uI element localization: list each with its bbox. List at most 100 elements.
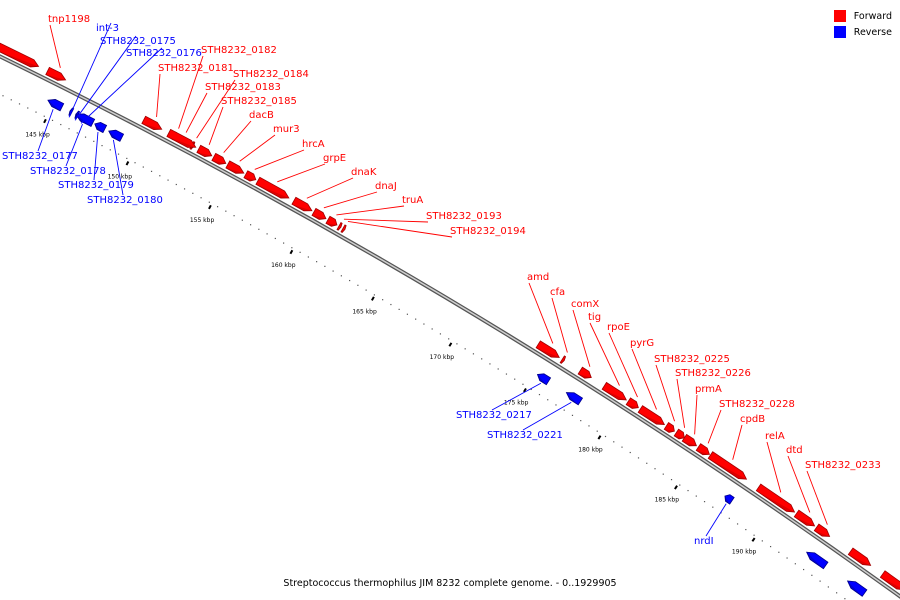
gene-arrow-extra-fwd-1[interactable] (847, 547, 872, 566)
gene-arrow-cpdb[interactable] (707, 451, 748, 480)
gene-arrow-dtd[interactable] (793, 509, 816, 527)
gene-arrow-sth8232-0185[interactable] (196, 144, 213, 157)
gene-arrow-sth8232-0233[interactable] (813, 523, 831, 537)
gene-label-sth8232-0184[interactable]: STH8232_0184 (233, 69, 309, 80)
gene-label-nrdi[interactable]: nrdI (694, 536, 714, 547)
gene-label-sth8232-0225[interactable]: STH8232_0225 (654, 354, 730, 365)
gene-label-sth8232-0180[interactable]: STH8232_0180 (87, 195, 163, 206)
gene-shade-sth8232-0175 (74, 114, 77, 119)
gene-label-int-3[interactable]: int-3 (96, 23, 119, 34)
gene-arrow-sth8232-0228[interactable] (695, 443, 710, 456)
gene-label-sth8232-0217[interactable]: STH8232_0217 (456, 410, 532, 421)
gene-label-cpdb[interactable]: cpdB (740, 414, 765, 425)
gene-arrow-trua[interactable] (325, 215, 338, 227)
gene-arrow-extra-fwd-2[interactable] (879, 570, 900, 590)
minor-tick (472, 353, 475, 355)
gene-arrow-sth8232-0226[interactable] (673, 428, 685, 440)
major-tick (289, 249, 294, 255)
gene-arrow-sth8232-0194[interactable] (340, 224, 347, 233)
tick-label-2: 155 kbp (190, 217, 215, 224)
gene-arrow-dacb[interactable] (211, 152, 227, 165)
gene-arrow-rela[interactable] (755, 483, 796, 513)
gene-label-sth8232-0175[interactable]: STH8232_0175 (100, 36, 176, 47)
gene-arrow-extra-rev-0[interactable] (806, 551, 829, 570)
label-leaders (37, 22, 828, 537)
gene-arrow-mur3[interactable] (225, 160, 245, 174)
gene-label-sth8232-0182[interactable]: STH8232_0182 (201, 45, 277, 56)
gene-arrow-tig[interactable] (601, 381, 627, 401)
gene-label-dnaj[interactable]: dnaJ (375, 181, 397, 192)
gene-shade-sth8232-0193 (336, 227, 341, 231)
minor-tick (373, 294, 375, 296)
gene-arrow-tnp1198[interactable] (45, 66, 67, 81)
forward-swatch (833, 10, 846, 22)
gene-label-rpoe[interactable]: rpoE (607, 322, 630, 333)
gene-arrow-extra-rev-1[interactable] (846, 580, 868, 597)
gene-label-prma[interactable]: prmA (695, 384, 722, 395)
gene-arrow-amd[interactable] (535, 340, 560, 358)
gene-label-sth8232-0185[interactable]: STH8232_0185 (221, 96, 297, 107)
gene-arrow-sth8232-0221[interactable] (565, 392, 584, 406)
gene-arrow-sth8232-0217[interactable] (536, 373, 552, 386)
gene-label-sth8232-0194[interactable]: STH8232_0194 (450, 226, 526, 237)
gene-arrow-sth8232-0179[interactable] (94, 121, 108, 134)
backbone-line (0, 54, 900, 599)
gene-arrow-extra-fwd-0[interactable] (0, 42, 40, 68)
gene-label-sth8232-0193[interactable]: STH8232_0193 (426, 211, 502, 222)
gene-label-cfa[interactable]: cfa (550, 287, 565, 298)
gene-arrow-sth8232-0180[interactable] (108, 129, 125, 142)
gene-label-mur3[interactable]: mur3 (273, 124, 300, 135)
gene-label-sth8232-0183[interactable]: STH8232_0183 (205, 82, 281, 93)
legend-reverse-label: Reverse (853, 26, 892, 38)
minor-tick (76, 132, 78, 134)
gene-arrow-rpoe[interactable] (625, 397, 639, 409)
gene-arrow-sth8232-0225[interactable] (663, 422, 675, 433)
gene-label-comx[interactable]: comX (571, 299, 599, 310)
gene-label-sth8232-0233[interactable]: STH8232_0233 (805, 460, 881, 471)
gene-label-tig[interactable]: tig (588, 312, 601, 323)
gene-arrow-dnaj[interactable] (311, 207, 327, 220)
gene-arrow-hrca[interactable] (243, 170, 257, 182)
gene-label-pyrg[interactable]: pyrG (630, 338, 654, 349)
minor-tick (530, 388, 532, 391)
gene-label-dtd[interactable]: dtd (786, 445, 803, 456)
gene-label-sth8232-0177[interactable]: STH8232_0177 (2, 151, 78, 162)
gene-arrow-dnak[interactable] (291, 196, 313, 212)
gene-arrow-nrdi[interactable] (724, 494, 735, 505)
minor-tick (142, 166, 144, 168)
gene-label-sth8232-0228[interactable]: STH8232_0228 (719, 399, 795, 410)
minor-tick (803, 568, 805, 571)
gene-label-dnak[interactable]: dnaK (351, 167, 377, 178)
minor-tick (216, 206, 219, 208)
gene-label-sth8232-0178[interactable]: STH8232_0178 (30, 166, 106, 177)
gene-arrow-prma[interactable] (681, 433, 697, 447)
gene-arrow-grpe[interactable] (255, 176, 290, 199)
gene-arrow-pyrg[interactable] (637, 405, 666, 426)
gene-label-rela[interactable]: relA (765, 431, 785, 442)
gene-label-sth8232-0226[interactable]: STH8232_0226 (675, 368, 751, 379)
gene-arrow-sth8232-0183[interactable] (166, 128, 197, 148)
gene-label-tnp1198[interactable]: tnp1198 (48, 14, 90, 25)
gene-shade-cpdb (708, 458, 747, 480)
gene-label-amd[interactable]: amd (527, 272, 549, 283)
gene-label-sth8232-0176[interactable]: STH8232_0176 (126, 48, 202, 59)
gene-arrow-cfa[interactable] (559, 355, 567, 364)
gene-shade-tnp1198 (45, 74, 66, 81)
gene-label-grpe[interactable]: grpE (323, 153, 346, 164)
gene-arrow-sth8232-0193[interactable] (336, 222, 343, 231)
minor-tick (580, 420, 582, 422)
gene-label-hrca[interactable]: hrcA (302, 139, 325, 150)
minor-tick (35, 111, 37, 113)
gene-label-sth8232-0179[interactable]: STH8232_0179 (58, 180, 134, 191)
gene-label-dacb[interactable]: dacB (249, 110, 274, 121)
major-tick (674, 485, 678, 490)
gene-arrow-sth8232-0177[interactable] (47, 99, 65, 112)
gene-label-sth8232-0221[interactable]: STH8232_0221 (487, 430, 563, 441)
gene-arrow-sth8232-0181[interactable] (141, 115, 163, 130)
gene-arrow-comx[interactable] (577, 366, 592, 379)
minor-tick (761, 540, 763, 542)
gene-label-sth8232-0181[interactable]: STH8232_0181 (158, 63, 234, 74)
minor-tick (93, 140, 95, 142)
gene-label-trua[interactable]: truA (402, 195, 423, 206)
